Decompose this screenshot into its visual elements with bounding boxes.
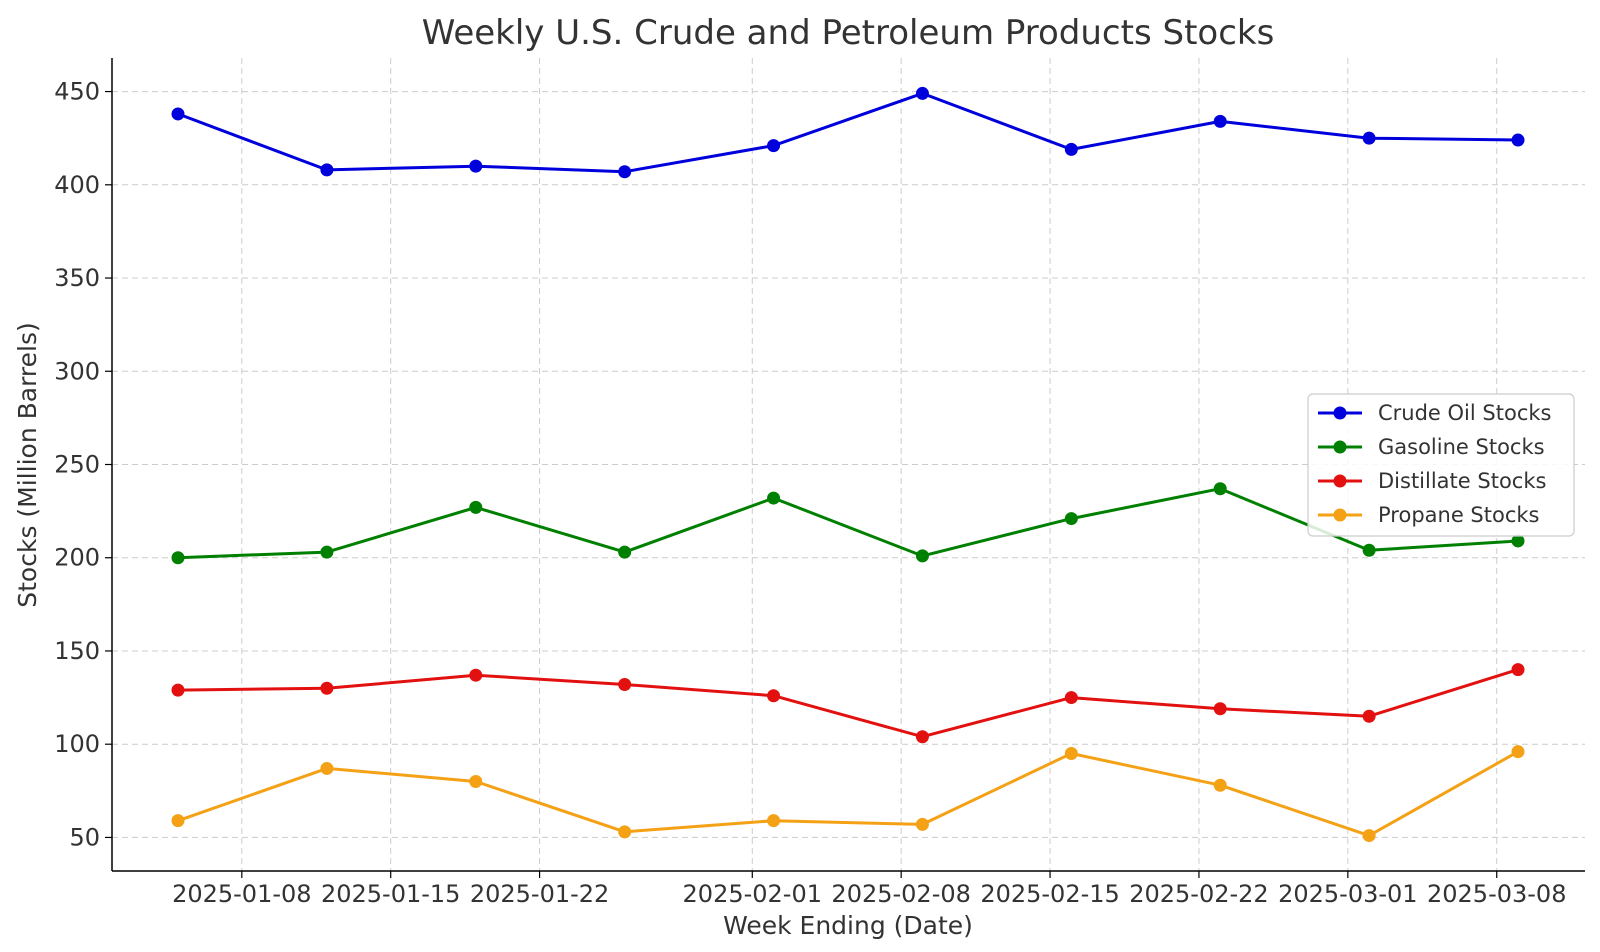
- data-point: [1511, 663, 1525, 677]
- series-line: [177, 668, 1519, 739]
- legend-item: Distillate Stocks: [1318, 469, 1546, 493]
- data-point: [1064, 512, 1078, 526]
- series-propane-stocks: [171, 745, 1525, 843]
- chart-title: Weekly U.S. Crude and Petroleum Products…: [422, 13, 1275, 53]
- y-tick-label: 450: [54, 78, 100, 106]
- data-point: [1511, 745, 1525, 759]
- data-point: [469, 774, 483, 788]
- legend-label: Gasoline Stocks: [1378, 435, 1545, 459]
- legend-item: Propane Stocks: [1318, 503, 1539, 527]
- data-point: [915, 549, 929, 563]
- x-ticks: 2025-01-08 2025-01-15 2025-01-22 2025-02-01…: [172, 871, 1566, 908]
- data-point: [320, 163, 334, 177]
- data-point: [469, 500, 483, 514]
- data-point: [1064, 747, 1078, 761]
- data-point: [618, 545, 632, 559]
- y-tick-label: 150: [54, 637, 100, 665]
- data-point: [320, 545, 334, 559]
- data-point: [1213, 702, 1227, 716]
- legend-swatch-marker: [1333, 474, 1347, 488]
- data-point: [320, 761, 334, 775]
- legend-label: Distillate Stocks: [1378, 469, 1546, 493]
- legend-swatch-marker: [1333, 508, 1347, 522]
- data-point: [1362, 829, 1376, 843]
- series-line: [177, 91, 1519, 174]
- y-axis-label: Stocks (Million Barrels): [13, 322, 42, 608]
- data-point: [320, 681, 334, 695]
- data-point: [171, 551, 185, 565]
- data-point: [915, 730, 929, 744]
- x-tick-label: 2025-02-01: [683, 880, 822, 908]
- data-point: [1362, 131, 1376, 145]
- legend: Crude Oil Stocks Gasoline Stocks Distillat…: [1307, 393, 1575, 537]
- legend-label: Crude Oil Stocks: [1378, 401, 1551, 425]
- legend-item: Gasoline Stocks: [1318, 435, 1545, 459]
- data-point: [618, 678, 632, 692]
- data-point: [767, 491, 781, 505]
- grid-lines: [112, 58, 1585, 871]
- data-point: [1362, 543, 1376, 557]
- legend-swatch-marker: [1333, 406, 1347, 420]
- series-crude-oil-stocks: [171, 86, 1525, 179]
- series-line: [177, 750, 1519, 838]
- data-point: [171, 107, 185, 121]
- x-tick-label: 2025-01-08: [172, 880, 311, 908]
- x-tick-label: 2025-01-15: [321, 880, 460, 908]
- legend-label: Propane Stocks: [1378, 503, 1539, 527]
- series-line: [177, 487, 1519, 560]
- data-point: [618, 165, 632, 179]
- y-ticks: 50 100 150 200 250 300 350 400 450: [54, 78, 112, 851]
- y-tick-label: 400: [54, 171, 100, 199]
- y-tick-label: 250: [54, 451, 100, 479]
- data-point: [171, 814, 185, 828]
- data-point: [915, 817, 929, 831]
- data-point: [1362, 709, 1376, 723]
- data-point: [171, 683, 185, 697]
- data-point: [1511, 133, 1525, 147]
- x-tick-label: 2025-02-15: [980, 880, 1119, 908]
- series-distillate-stocks: [171, 663, 1525, 744]
- data-point: [1213, 482, 1227, 496]
- y-tick-label: 300: [54, 357, 100, 385]
- legend-box: [1307, 393, 1575, 537]
- x-axis-label: Week Ending (Date): [723, 911, 973, 940]
- x-tick-label: 2025-01-22: [470, 880, 609, 908]
- data-point: [469, 668, 483, 682]
- data-point: [767, 814, 781, 828]
- x-tick-label: 2025-02-22: [1129, 880, 1268, 908]
- x-tick-label: 2025-03-08: [1427, 880, 1566, 908]
- y-tick-label: 50: [69, 823, 100, 851]
- legend-item: Crude Oil Stocks: [1318, 401, 1551, 425]
- y-tick-label: 100: [54, 730, 100, 758]
- y-tick-label: 200: [54, 544, 100, 572]
- series-gasoline-stocks: [171, 482, 1525, 565]
- data-point: [767, 689, 781, 703]
- x-tick-label: 2025-02-08: [831, 880, 970, 908]
- series-group: [171, 86, 1525, 843]
- data-point: [618, 825, 632, 839]
- data-point: [1213, 114, 1227, 128]
- data-point: [469, 159, 483, 173]
- data-point: [1064, 142, 1078, 156]
- legend-swatch-marker: [1333, 440, 1347, 454]
- data-point: [1064, 691, 1078, 705]
- data-point: [1511, 534, 1525, 548]
- data-point: [1213, 778, 1227, 792]
- y-tick-label: 350: [54, 264, 100, 292]
- x-tick-label: 2025-03-01: [1278, 880, 1417, 908]
- data-point: [915, 86, 929, 100]
- data-point: [767, 139, 781, 153]
